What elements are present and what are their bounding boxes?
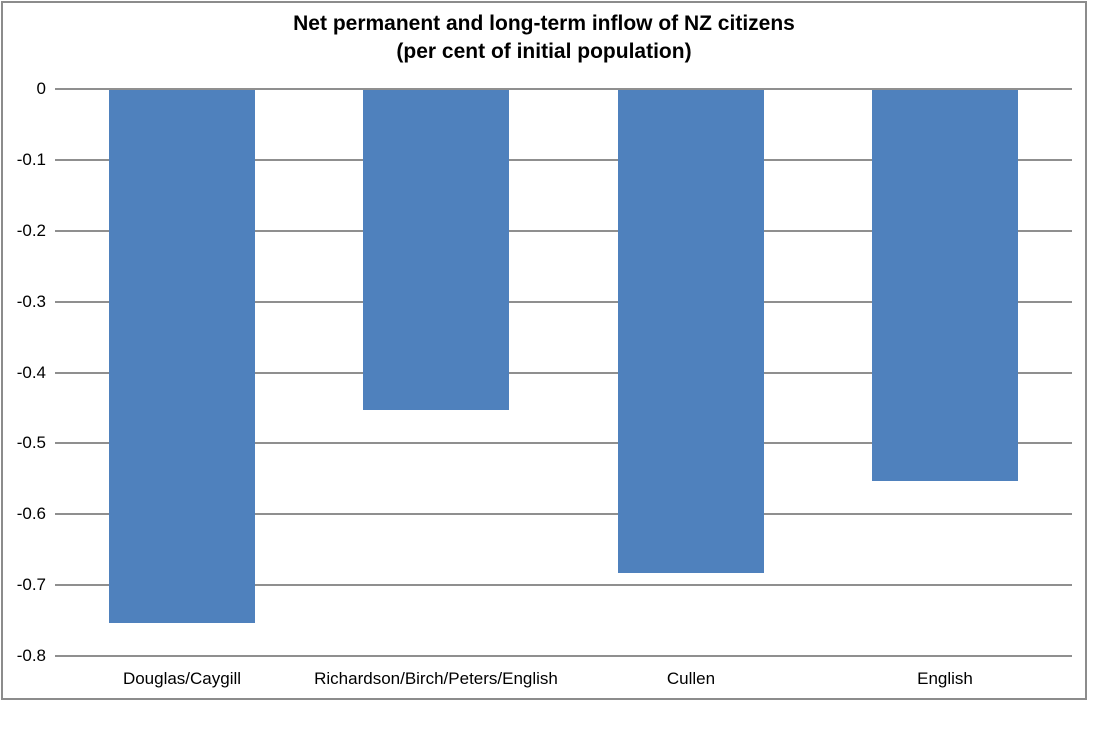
gridline — [55, 372, 1072, 374]
y-tick-label: -0.4 — [16, 363, 46, 382]
gridline — [55, 301, 1072, 303]
y-tick-label: -0.5 — [16, 433, 46, 452]
x-category-label: Cullen — [666, 669, 716, 688]
bar — [618, 90, 764, 573]
gridline — [55, 584, 1072, 586]
gridline — [55, 513, 1072, 515]
chart-title-line2: (per cent of initial population) — [396, 40, 692, 63]
bar — [872, 90, 1018, 481]
x-category-label: Douglas/Caygill — [122, 669, 242, 688]
y-tick-label: -0.2 — [16, 221, 46, 240]
bar — [109, 90, 255, 623]
chart-title-line1: Net permanent and long-term inflow of NZ… — [293, 12, 795, 35]
y-tick-label: -0.8 — [16, 646, 46, 665]
x-category-label: Richardson/Birch/Peters/English — [314, 669, 558, 688]
y-tick-label: -0.6 — [16, 504, 46, 523]
y-tick-label: 0 — [36, 79, 46, 98]
gridline — [55, 230, 1072, 232]
bar — [363, 90, 509, 410]
y-tick-label: -0.1 — [16, 150, 46, 169]
gridline — [55, 442, 1072, 444]
y-tick-label: -0.7 — [16, 575, 46, 594]
chart-title: Net permanent and long-term inflow of NZ… — [1, 10, 1087, 66]
gridline — [55, 88, 1072, 90]
y-tick-label: -0.3 — [16, 292, 46, 311]
gridline — [55, 655, 1072, 657]
x-category-label: English — [917, 669, 973, 688]
gridline — [55, 159, 1072, 161]
